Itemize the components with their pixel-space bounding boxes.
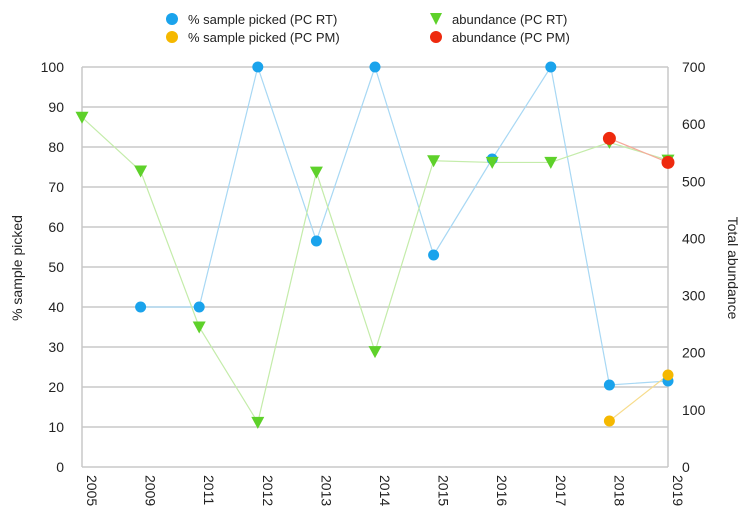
y-axis-left-title: % sample picked: [9, 215, 25, 321]
data-point-triangle: [427, 155, 441, 168]
y-left-tick-label: 0: [56, 459, 64, 475]
data-point-triangle: [192, 321, 206, 334]
y-left-tick-label: 50: [48, 259, 64, 275]
x-tick-label: 2005: [84, 475, 100, 506]
x-tick-label: 2012: [260, 475, 276, 506]
data-point-circle: [661, 155, 675, 169]
legend-marker-circle: [166, 13, 178, 25]
y-right-tick-label: 200: [682, 345, 706, 361]
data-point-circle: [603, 415, 615, 427]
y-right-tick-label: 400: [682, 230, 706, 246]
x-tick-label: 2014: [377, 475, 393, 506]
legend-label: abundance (PC PM): [452, 30, 570, 45]
data-point-circle: [310, 235, 322, 247]
data-point-circle: [603, 379, 615, 391]
y-left-tick-label: 40: [48, 299, 64, 315]
series-lines: [81, 64, 669, 424]
y-right-tick-label: 0: [682, 459, 690, 475]
series-line-3: [609, 137, 669, 163]
y-left-tick-label: 10: [48, 419, 64, 435]
series-markers: [75, 61, 675, 429]
y-axis-right-title: Total abundance: [725, 217, 741, 320]
y-left-tick-label: 30: [48, 339, 64, 355]
x-tick-label: 2016: [494, 475, 510, 506]
data-point-circle: [193, 301, 205, 313]
gridlines: [82, 66, 668, 468]
data-point-circle: [428, 249, 440, 261]
data-point-circle: [252, 61, 264, 73]
data-point-triangle: [544, 156, 558, 169]
y-right-tick-label: 100: [682, 402, 706, 418]
y-left-tick-label: 70: [48, 179, 64, 195]
data-point-triangle: [75, 111, 89, 124]
data-point-circle: [369, 61, 381, 73]
data-point-triangle: [368, 346, 382, 359]
data-point-circle: [662, 369, 674, 381]
legend-label: % sample picked (PC RT): [188, 12, 337, 27]
x-tick-label: 2013: [318, 475, 334, 506]
data-point-circle: [602, 131, 616, 145]
legend-marker-circle: [430, 31, 442, 43]
y-left-tick-label: 90: [48, 99, 64, 115]
legend-marker-circle: [166, 31, 178, 43]
x-tick-label: 2019: [670, 475, 686, 506]
y-right-tick-label: 300: [682, 288, 706, 304]
axes: 0 10 20 30 40 50 60 70 80 90 100 0 100 200 300 400 500 60…: [41, 59, 706, 506]
series-line-0: [140, 64, 669, 386]
x-tick-label: 2011: [201, 475, 217, 505]
legend: % sample picked (PC RT) % sample picked (…: [166, 12, 570, 45]
y-right-tick-label: 600: [682, 116, 706, 132]
legend-label: % sample picked (PC PM): [188, 30, 340, 45]
data-point-circle: [545, 61, 557, 73]
y-left-tick-label: 60: [48, 219, 64, 235]
data-point-triangle: [134, 165, 148, 178]
legend-marker-triangle: [430, 13, 442, 25]
data-point-triangle: [309, 166, 323, 179]
data-point-triangle: [251, 416, 265, 429]
x-tick-label: 2018: [611, 475, 627, 506]
series-line-1: [609, 374, 669, 422]
series-line-2: [81, 116, 669, 424]
y-left-tick-label: 20: [48, 379, 64, 395]
x-tick-label: 2015: [436, 475, 452, 506]
y-right-tick-label: 500: [682, 173, 706, 189]
y-left-tick-label: 100: [41, 59, 65, 75]
data-point-triangle: [485, 156, 499, 169]
y-left-tick-label: 80: [48, 139, 64, 155]
legend-label: abundance (PC RT): [452, 12, 567, 27]
x-tick-label: 2009: [143, 475, 159, 506]
y-right-tick-label: 700: [682, 59, 706, 75]
data-point-circle: [135, 301, 147, 313]
x-tick-label: 2017: [553, 475, 569, 506]
